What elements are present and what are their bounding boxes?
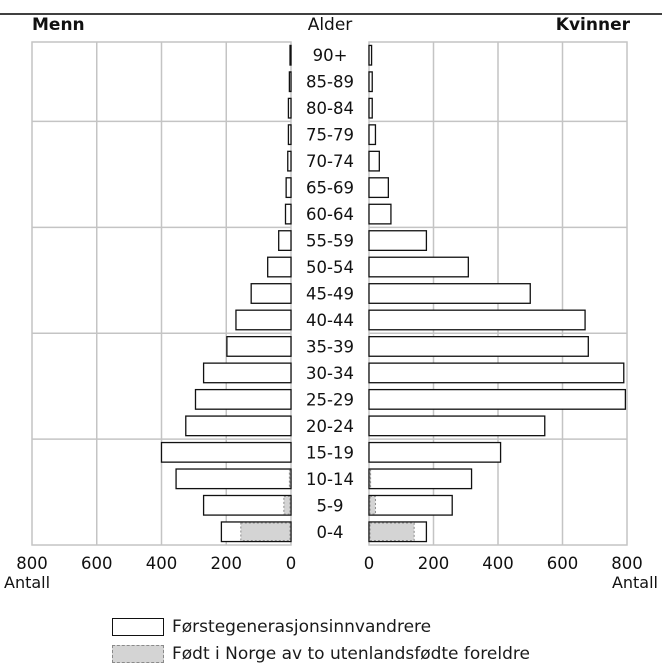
age-label: 80-84 [306, 99, 354, 118]
age-label: 5-9 [317, 496, 344, 515]
bar-men-65-69 [285, 177, 292, 199]
x-tick-left: 0 [286, 554, 297, 573]
x-tick-right: 200 [418, 554, 450, 573]
bar-women-20-24 [368, 415, 546, 437]
bar-women-born-norway-10-14 [369, 469, 372, 489]
bar-women-50-54 [368, 256, 469, 278]
age-label: 40-44 [306, 311, 354, 330]
bar-women-70-74 [368, 150, 380, 172]
bar-women-80-84 [368, 97, 373, 119]
bar-men-75-79 [287, 124, 292, 146]
age-label: 35-39 [306, 337, 354, 356]
legend-swatch-first-generation [112, 618, 164, 636]
age-labels: 90+ 85-89 80-84 75-79 70-74 65-69 60-64 55-59 50… [306, 46, 354, 542]
bar-men-60-64 [284, 203, 292, 225]
bar-men-70-74 [287, 150, 292, 172]
bar-women-30-34 [368, 362, 625, 384]
bar-men-5-9 [202, 494, 292, 516]
x-tick-left: 600 [81, 554, 113, 573]
age-label: 65-69 [306, 179, 354, 198]
legend-item-born-in-norway: Født i Norge av to utenlandsfødte foreld… [112, 644, 530, 664]
age-label: 60-64 [306, 205, 354, 224]
age-label: 45-49 [306, 285, 354, 304]
age-label: 70-74 [306, 152, 354, 171]
bar-men-born-norway-0-4 [240, 522, 291, 542]
bar-men-90+ [289, 44, 292, 66]
age-label: 25-29 [306, 390, 354, 409]
bar-men-born-norway-5-9 [283, 495, 291, 515]
legend-label-first-generation: Førstegenerasjonsinnvandrere [172, 617, 432, 637]
bar-men-80-84 [287, 97, 292, 119]
age-label: 50-54 [306, 258, 354, 277]
bar-women-75-79 [368, 124, 377, 146]
bar-men-born-norway-10-14 [288, 469, 291, 489]
x-axis-label-right: Antall [612, 573, 658, 592]
x-tick-left: 200 [211, 554, 243, 573]
age-label: 0-4 [317, 523, 344, 542]
legend-swatch-born-in-norway [112, 645, 164, 663]
bar-women-15-19 [368, 441, 502, 463]
bar-men-40-44 [235, 309, 292, 331]
x-tick-right: 0 [364, 554, 375, 573]
bar-men-25-29 [194, 388, 292, 410]
legend-label-born-in-norway: Født i Norge av to utenlandsfødte foreld… [172, 644, 530, 664]
bar-women-65-69 [368, 177, 390, 199]
bar-women-85-89 [368, 71, 373, 93]
bars [160, 44, 627, 543]
bar-women-55-59 [368, 230, 428, 251]
right-panel-label: Kvinner [556, 15, 631, 35]
left-panel-label: Menn [32, 15, 85, 35]
x-tick-right: 400 [482, 554, 514, 573]
x-tick-right: 600 [547, 554, 579, 573]
bar-women-born-norway-0-4 [369, 522, 415, 542]
age-label: 10-14 [306, 470, 354, 489]
bar-women-5-9 [368, 494, 453, 516]
x-tick-right: 800 [611, 554, 643, 573]
bar-women-40-44 [368, 309, 586, 331]
bar-women-45-49 [368, 283, 531, 304]
age-label: 20-24 [306, 417, 354, 436]
age-label: 90+ [313, 46, 348, 65]
bar-men-85-89 [288, 71, 292, 93]
bar-men-15-19 [160, 441, 292, 463]
age-label: 75-79 [306, 126, 354, 145]
legend-item-first-generation: Førstegenerasjonsinnvandrere [112, 617, 431, 637]
bar-men-50-54 [267, 256, 292, 278]
x-axis-label-left: Antall [4, 573, 50, 592]
x-tick-left: 400 [146, 554, 178, 573]
age-label: 55-59 [306, 232, 354, 251]
bar-men-35-39 [226, 336, 292, 357]
x-axis-ticks: 800 600 400 200 0 0 200 400 600 800 [16, 554, 643, 573]
bar-women-90+ [368, 44, 373, 66]
bar-women-25-29 [368, 388, 627, 410]
bar-men-10-14 [175, 468, 292, 490]
bar-men-20-24 [185, 415, 292, 437]
center-axis-label: Alder [308, 15, 353, 35]
bar-men-45-49 [250, 283, 292, 304]
bar-women-60-64 [368, 203, 392, 225]
bar-men-30-34 [202, 362, 292, 384]
age-label: 30-34 [306, 364, 354, 383]
x-tick-left: 800 [16, 554, 48, 573]
bar-women-10-14 [368, 468, 473, 490]
bar-women-born-norway-5-9 [369, 495, 376, 515]
age-label: 15-19 [306, 443, 354, 462]
bar-women-35-39 [368, 336, 589, 357]
bar-men-55-59 [278, 230, 292, 251]
age-label: 85-89 [306, 73, 354, 92]
